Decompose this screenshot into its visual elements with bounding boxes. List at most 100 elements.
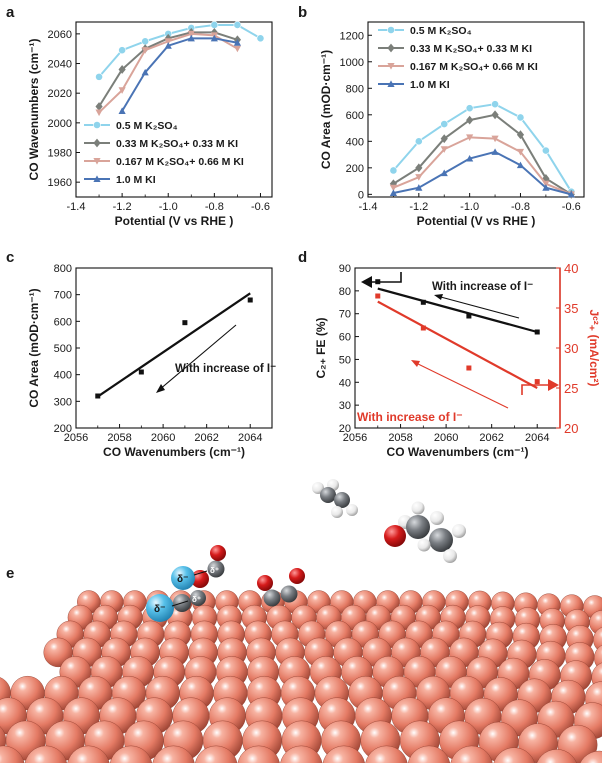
data-point [118, 107, 126, 114]
x-tick-label: 2056 [343, 432, 367, 444]
left-axis-pointer-head [361, 276, 372, 288]
legend-marker [387, 63, 395, 70]
data-point [95, 393, 101, 399]
copper-atom [536, 749, 577, 763]
legend-marker [93, 138, 101, 148]
hydrogen-atom [443, 549, 457, 563]
x-tick-label: -1.2 [113, 201, 132, 213]
annotation-text: With increase of I⁻ [175, 363, 276, 375]
data-point [491, 110, 499, 120]
y-tick-label: 400 [346, 136, 364, 148]
data-point [466, 115, 474, 125]
x-axis-label: Potential (V vs RHE ) [417, 214, 536, 228]
x-tick-label: -1.4 [67, 201, 86, 213]
hydrogen-atom [312, 482, 324, 494]
data-point [415, 163, 423, 173]
data-point [491, 100, 499, 109]
halide-atom [146, 594, 174, 622]
y-axis-label: CO Area (mOD·cm⁻¹) [319, 50, 333, 169]
y-tick-label: 70 [339, 309, 351, 321]
red-annotation: With increase of I⁻ [357, 410, 463, 424]
copper-atom [0, 745, 25, 763]
copper-atom [195, 745, 238, 763]
x-tick-label: 2062 [479, 432, 503, 444]
data-point [164, 38, 172, 45]
y-tick-label: 400 [54, 370, 72, 382]
x-tick-label: 2056 [64, 432, 88, 444]
left-axis-pointer [372, 272, 402, 283]
data-point [138, 369, 144, 375]
legend-label: 0.5 M K₂SO₄ [410, 25, 472, 37]
data-point [466, 154, 474, 162]
copper-atom [322, 745, 365, 763]
data-point [389, 166, 398, 175]
oxygen-atom [289, 568, 305, 584]
data-point [415, 174, 423, 181]
hydrogen-atom [346, 504, 358, 516]
red-trend-arrow-head [411, 360, 420, 367]
right-axis-pointer [521, 384, 549, 395]
interaction-arrow [171, 600, 189, 607]
legend-marker [387, 43, 395, 53]
y-axis-label: CO Wavenumbers (cm⁻¹) [27, 39, 41, 181]
y-tick-label: 80 [339, 286, 351, 298]
panel-label-c: c [6, 249, 14, 266]
trend-arrow-head [156, 384, 165, 393]
hydrogen-atom [430, 511, 444, 525]
delta-minus-label: δ⁻ [177, 574, 188, 585]
data-point [182, 320, 188, 326]
legend-label: 0.5 M K₂SO₄ [116, 120, 178, 132]
hydrogen-atom [331, 506, 343, 518]
y-tick-label: 500 [54, 343, 72, 355]
panel-label-e: e [6, 565, 14, 582]
series-line-3 [393, 150, 572, 196]
carbon-atom [280, 585, 298, 603]
data-point [141, 68, 149, 76]
data-point [233, 21, 242, 29]
trend-arrow [158, 324, 237, 391]
x-tick-label: 2060 [151, 432, 175, 444]
carbon-atom [190, 590, 206, 606]
data-point [141, 37, 150, 46]
y-right-tick-label: 25 [564, 381, 578, 396]
data-point [414, 137, 423, 146]
legend-label: 0.167 M K₂SO₄+ 0.66 M KI [410, 61, 538, 73]
data-point [118, 87, 126, 94]
y-tick-label: 2060 [48, 29, 72, 41]
y-tick-label: 20 [339, 423, 351, 435]
fe-point [466, 313, 472, 319]
copper-atom [407, 745, 451, 763]
y-tick-label: 1000 [340, 57, 364, 69]
halide-atom [171, 566, 195, 590]
y-right-tick-label: 30 [564, 341, 578, 356]
x-tick-label: -1.0 [159, 201, 178, 213]
carbon-atom [429, 528, 453, 552]
delta-plus-label: δ⁺ [210, 566, 219, 575]
j-point [420, 325, 426, 331]
x-tick-label: -0.6 [251, 201, 270, 213]
plot-frame [75, 267, 273, 429]
legend-marker [387, 80, 395, 87]
series-line-1 [392, 113, 572, 196]
legend-marker [387, 26, 395, 34]
x-tick-label: 2062 [194, 432, 218, 444]
y-axis-label: CO Area (mOD·cm⁻¹) [27, 288, 41, 407]
data-point [389, 179, 398, 189]
data-point [542, 184, 550, 191]
y-tick-label: 0 [358, 189, 364, 201]
data-point [541, 146, 550, 155]
x-tick-label: 2060 [434, 432, 458, 444]
data-point [516, 148, 525, 156]
copper-atom [593, 627, 602, 653]
copper-atom [493, 747, 535, 763]
x-tick-label: 2064 [238, 432, 262, 444]
series-line-2 [393, 136, 572, 196]
hydrogen-atom [417, 538, 431, 552]
y-right-tick-label: 40 [564, 261, 578, 276]
carbon-atom [207, 560, 225, 578]
data-point [187, 34, 195, 42]
fit-line [97, 292, 251, 398]
chart-panel-c: 2056 2058 2060 2062 2064 200 300 400 500 600 700 80… [27, 263, 276, 459]
x-tick-label: 2064 [525, 432, 549, 444]
